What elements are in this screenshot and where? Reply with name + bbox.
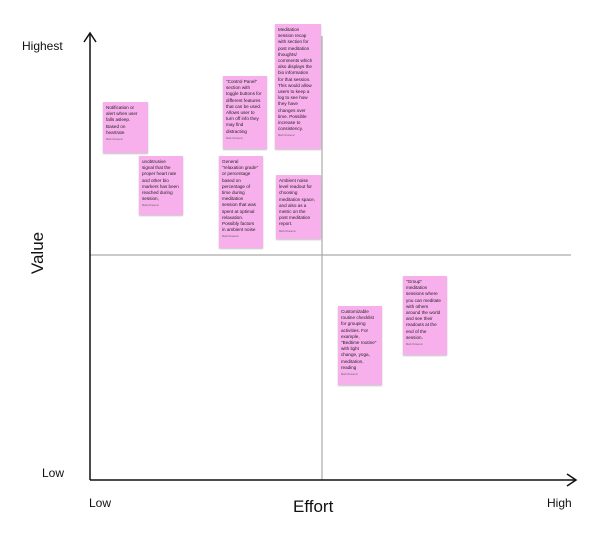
- y-axis-title: Value: [28, 231, 47, 275]
- sticky-note-author: Mark Rosaoun: [226, 136, 243, 140]
- sticky-note-author: Mark Rosaoun: [279, 229, 296, 233]
- x-axis-title: Effort: [293, 497, 334, 516]
- y-axis-high-label: Highest: [22, 39, 63, 53]
- x-axis-low-label: Low: [89, 496, 112, 510]
- sticky-note[interactable]: "Control Panel" section with toggle butt…: [223, 76, 267, 149]
- sticky-note-author: Mark Rosaoun: [142, 204, 159, 208]
- x-axis-arrow-icon: [566, 473, 578, 487]
- y-axis-low-label: Low: [42, 466, 65, 480]
- sticky-note-text: "Control Panel" section with toggle butt…: [226, 79, 262, 134]
- sticky-note-text: unobtrusive signal that the proper heart…: [142, 159, 179, 202]
- sticky-note[interactable]: General "relaxation grade" or percentage…: [219, 156, 263, 248]
- sticky-note-text: "Group" meditation sessions where you ca…: [406, 279, 441, 340]
- x-axis-high-label: High: [547, 496, 572, 510]
- sticky-note-text: General "relaxation grade" or percentage…: [222, 159, 259, 233]
- sticky-note-author: Mark Rosaoun: [222, 235, 239, 239]
- sticky-note-text: Ambient noise level readout for choosing…: [279, 178, 316, 227]
- sticky-note[interactable]: Customizable routine checklist for group…: [338, 306, 382, 385]
- sticky-note-text: Meditation session recap with section fo…: [278, 27, 313, 132]
- sticky-note-author: Mark Rosaoun: [341, 373, 358, 377]
- sticky-note-author: Mark Rosaoun: [406, 343, 423, 347]
- sticky-note-text: Customizable routine checklist for group…: [341, 309, 377, 370]
- sticky-note[interactable]: Ambient noise level readout for choosing…: [276, 175, 321, 239]
- sticky-note[interactable]: Meditation session recap with section fo…: [275, 24, 321, 149]
- sticky-note-text: Notification or alert when user falls as…: [106, 105, 138, 135]
- sticky-note[interactable]: "Group" meditation sessions where you ca…: [403, 276, 447, 355]
- sticky-note[interactable]: Notification or alert when user falls as…: [103, 102, 148, 153]
- y-axis-arrow-icon: [83, 31, 97, 43]
- sticky-note-author: Mark Rosaoun: [106, 138, 123, 142]
- sticky-note-author: Mark Rosaoun: [278, 134, 295, 138]
- sticky-note[interactable]: unobtrusive signal that the proper heart…: [139, 156, 183, 215]
